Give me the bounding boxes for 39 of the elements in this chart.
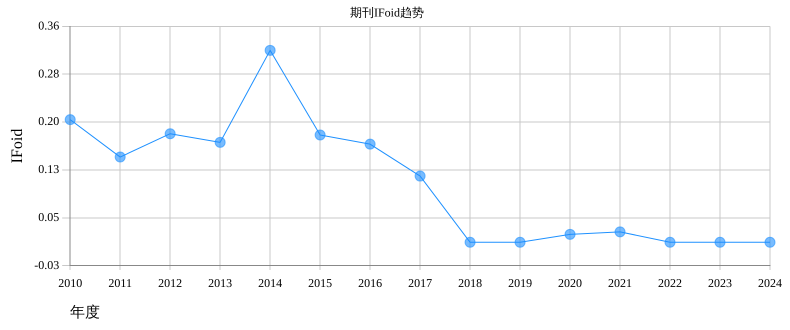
chart-title: 期刊IFoid趋势 (350, 5, 424, 20)
point (164, 128, 176, 140)
y-tick-label: 0.28 (38, 66, 60, 80)
x-tick-label: 2022 (658, 276, 682, 290)
point (64, 114, 76, 126)
x-tick-label: 2019 (508, 276, 532, 290)
point (464, 236, 476, 248)
point (714, 236, 726, 248)
x-tick-label: 2023 (708, 276, 732, 290)
point (764, 236, 776, 248)
point (414, 170, 426, 182)
y-tick-label: 0.36 (38, 18, 60, 33)
y-tick-label: 0.20 (38, 114, 60, 128)
point (314, 129, 326, 140)
point (364, 138, 376, 150)
y-axis-title: IFoid (8, 128, 26, 164)
x-tick-label: 2020 (558, 276, 582, 290)
point (214, 136, 226, 148)
x-tick-label: 2012 (158, 276, 182, 290)
x-tick-label: 2015 (308, 276, 332, 290)
x-tick-label: 2024 (758, 276, 782, 290)
x-tick-label: 2011 (108, 276, 132, 290)
x-tick-label: 2016 (358, 276, 382, 290)
point (664, 236, 676, 248)
x-tick-label: 2017 (408, 276, 432, 290)
y-tick-label: -0.03 (34, 258, 60, 272)
x-tick-label: 2014 (258, 276, 282, 290)
x-tick-label: 2013 (208, 276, 232, 290)
y-tick-label: 0.13 (38, 162, 60, 176)
y-tick-label: 0.05 (38, 210, 60, 224)
x-tick-label: 2010 (58, 276, 82, 290)
point (514, 236, 526, 248)
point (114, 152, 126, 163)
x-axis-title: 年度 (70, 304, 100, 321)
point (564, 228, 576, 240)
point (264, 44, 276, 56)
x-tick-label: 2018 (458, 276, 482, 290)
point (614, 226, 626, 238)
x-tick-label: 2021 (608, 276, 632, 290)
